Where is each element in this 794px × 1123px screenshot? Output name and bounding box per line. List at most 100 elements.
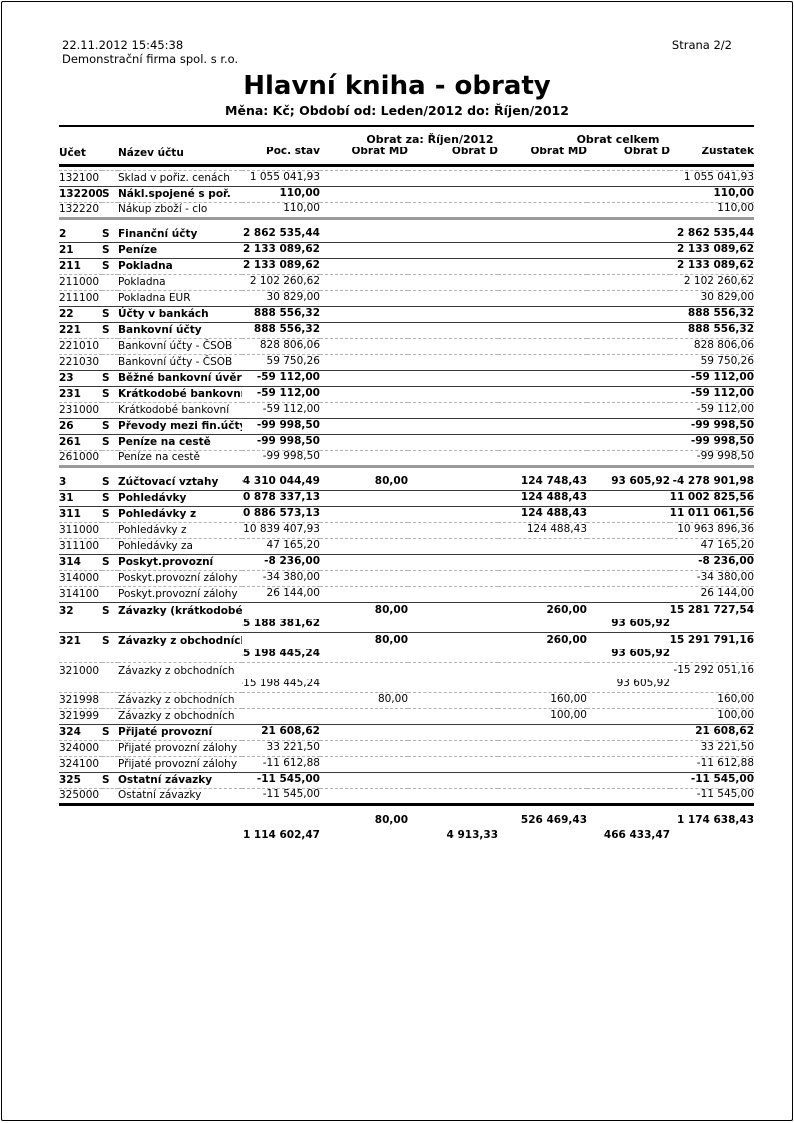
- column-header-row: Účet Název účtu Poč. stav Obrat MD Obrat…: [59, 147, 755, 167]
- cell-poc-stav: 10 886 573,13: [242, 506, 320, 523]
- cell-account-code: 221030: [59, 354, 102, 371]
- account-row-211100: 211100 Pokladna EUR 30 829,00 30 829,00: [59, 290, 755, 307]
- cell-obrat-md-celkem: 124 748,43: [498, 465, 587, 491]
- account-row-211: 211 S Pokladna 2 133 089,62 2 133 089,62: [59, 258, 755, 275]
- total-obrat-d-rijen: [408, 803, 498, 829]
- cell-account-name: Přijaté provozní: [118, 724, 242, 741]
- cell-account-code: 321998: [59, 692, 102, 709]
- cell-sum-flag: S: [102, 418, 118, 435]
- cell-obrat-md-rijen: [320, 662, 408, 679]
- cell-zustatek: -59 112,00: [670, 386, 755, 403]
- account-row-311: 311 S Pohledávky z 10 886 573,13 124 488,43 1…: [59, 506, 755, 523]
- cell-sum-flag: S: [102, 724, 118, 741]
- cell-zustatek: -15 292 051,16: [670, 662, 755, 679]
- cell-zustatek: 11 002 825,56: [670, 490, 755, 507]
- cell-obrat-md-rijen: [320, 679, 408, 693]
- total-obrat-md-rijen: [320, 829, 408, 844]
- cell-account-name: Peníze na cestě: [118, 450, 242, 467]
- cell-obrat-md-rijen: [320, 724, 408, 741]
- account-row-221030: 221030 Bankovní účty - ČSOB 59 750,26 59 75…: [59, 354, 755, 371]
- cell-poc-stav: [242, 708, 320, 725]
- account-row-31: 31 S Pohledávky 10 878 337,13 124 488,43 11 0…: [59, 490, 755, 507]
- cell-obrat-md-celkem: 260,00: [498, 632, 587, 649]
- col-header-poc-stav: Poč. stav: [242, 147, 320, 167]
- cell-sum-flag: [102, 522, 118, 539]
- header-rule: [59, 125, 754, 127]
- cell-account-code: 221: [59, 322, 102, 339]
- cell-obrat-d-rijen: [408, 306, 498, 323]
- cell-sum-flag: [102, 740, 118, 757]
- report-title: Hlavní kniha - obraty: [243, 71, 551, 101]
- cell-obrat-d-celkem: [587, 772, 671, 789]
- cell-obrat-d-celkem: [587, 570, 671, 587]
- col-header-obrat-d-celkem: Obrat D: [587, 147, 671, 167]
- cell-obrat-md-celkem: [498, 306, 587, 323]
- cell-obrat-d-rijen: [408, 740, 498, 757]
- cell-obrat-d-celkem: [587, 258, 671, 275]
- cell-obrat-md-rijen: [320, 554, 408, 571]
- cell-poc-stav: -11 545,00: [242, 788, 320, 805]
- cell-zustatek: 33 221,50: [670, 740, 755, 757]
- cell-obrat-md-celkem: [498, 274, 587, 291]
- cell-sum-flag: S: [102, 602, 118, 619]
- cell-obrat-d-rijen: [408, 217, 498, 243]
- cell-account-name: Závazky z obchodních: [118, 632, 242, 649]
- cell-obrat-d-rijen: [408, 386, 498, 403]
- cell-zustatek: 2 862 535,44: [670, 217, 755, 243]
- cell-account-code: 231: [59, 386, 102, 403]
- cell-obrat-d-celkem: [587, 554, 671, 571]
- cell-zustatek: 110,00: [670, 186, 755, 203]
- cell-account-code: 324: [59, 724, 102, 741]
- cell-zustatek: -99 998,50: [670, 450, 755, 467]
- cell-account-name: Závazky z obchodních: [118, 692, 242, 709]
- cell-obrat-d-rijen: [408, 402, 498, 419]
- cell-account-name: Bankovní účty - ČSOB: [118, 338, 242, 355]
- cell-zustatek: 2 133 089,62: [670, 258, 755, 275]
- cell-obrat-d-rijen: [408, 242, 498, 259]
- cell-poc-stav: -11 545,00: [242, 772, 320, 789]
- cell-sum-flag: [102, 450, 118, 467]
- cell-poc-stav: 110,00: [242, 186, 320, 203]
- cell-obrat-md-rijen: [320, 370, 408, 387]
- col-header-obrat-md-celkem: Obrat MD: [498, 147, 587, 167]
- cell-obrat-md-celkem: [498, 354, 587, 371]
- cell-obrat-d-celkem: [587, 306, 671, 323]
- cell-zustatek: 30 829,00: [670, 290, 755, 307]
- cell-account-code: 314000: [59, 570, 102, 587]
- cell-poc-stav: -15 198 445,24: [242, 678, 320, 690]
- total-obrat-d-celkem: [587, 803, 671, 829]
- cell-obrat-d-rijen: [408, 418, 498, 435]
- cell-poc-stav: 59 750,26: [242, 354, 320, 371]
- cell-sum-flag: [102, 756, 118, 773]
- total-zustatek: [670, 829, 754, 844]
- cell-sum-flag: S: [102, 306, 118, 323]
- cell-account-name: Pohledávky: [118, 490, 242, 507]
- cell-obrat-md-rijen: [320, 322, 408, 339]
- cell-sum-flag: [102, 619, 118, 633]
- cell-zustatek: [670, 679, 754, 693]
- account-row-311000: 311000 Pohledávky z 10 839 407,93 124 488,4…: [59, 522, 755, 539]
- cell-obrat-d-celkem: 93 605,92: [611, 618, 671, 630]
- report-subtitle: Měna: Kč; Období od: Leden/2012 do: Říje…: [225, 103, 569, 118]
- cell-account-code: 321000: [59, 662, 102, 679]
- cell-obrat-md-rijen: 80,00: [320, 465, 408, 491]
- cell-sum-flag: [102, 662, 118, 679]
- account-row-132200: 132200 S Nákl.spojené s poř. 110,00 110,00: [59, 186, 755, 203]
- cell-zustatek: 888 556,32: [670, 306, 755, 323]
- cell-obrat-md-celkem: [498, 649, 587, 663]
- col-header-zustatek: Zůstatek: [670, 147, 755, 167]
- cell-obrat-md-rijen: 80,00: [320, 602, 408, 619]
- cell-account-code: [59, 803, 102, 829]
- cell-obrat-d-rijen: [408, 370, 498, 387]
- cell-account-name: Bankovní účty - ČSOB: [118, 354, 242, 371]
- cell-account-code: 261000: [59, 450, 102, 467]
- col-header-obrat-md-rijen: Obrat MD: [320, 147, 408, 167]
- cell-poc-stav: 10 839 407,93: [242, 522, 320, 539]
- company-name: Demonstrační firma spol. s r.o.: [62, 52, 239, 66]
- cell-obrat-d-rijen: [408, 170, 498, 187]
- account-row-321-wrap-line: -15 198 445,24 93 605,92: [59, 649, 754, 663]
- cell-obrat-d-celkem: [587, 217, 671, 243]
- cell-sum-flag: [102, 586, 118, 603]
- ledger-table: Obrat za: Říjen/2012 Obrat celkem Účet N…: [59, 127, 755, 844]
